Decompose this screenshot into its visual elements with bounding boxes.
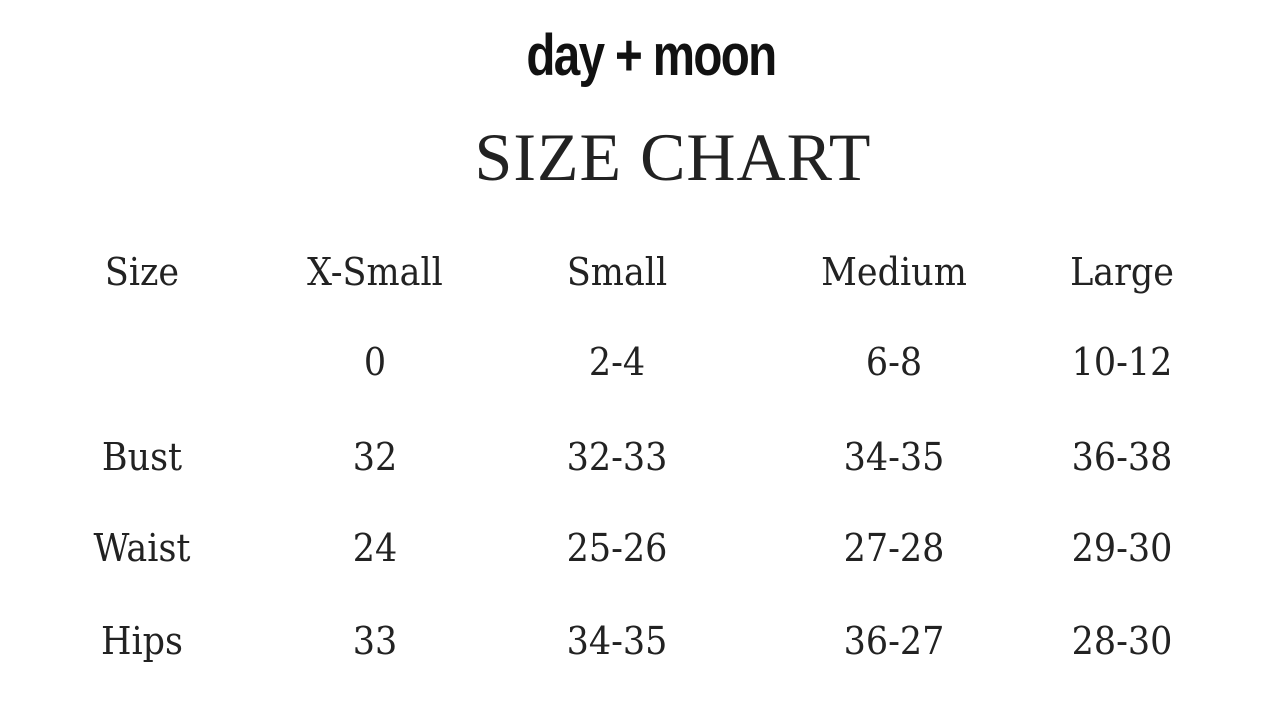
table-cell: 27-28 (843, 526, 945, 570)
table-cell: 2-4 (588, 340, 646, 384)
column-header: Medium (821, 250, 967, 294)
row-label: Bust (101, 435, 183, 479)
table-cell: 36-27 (843, 619, 945, 663)
table-cell: 6-8 (865, 340, 923, 384)
table-cell: 10-12 (1071, 340, 1173, 384)
column-header: X-Small (307, 250, 443, 294)
table-cell: 34-35 (566, 619, 668, 663)
table-cell: 0 (363, 340, 387, 384)
page-title: SIZE CHART (474, 119, 872, 195)
column-header: Large (1070, 250, 1174, 294)
column-header: Size (104, 250, 180, 294)
column-header: Small (566, 250, 668, 294)
table-cell: 24 (352, 526, 398, 570)
table-cell: 32-33 (566, 435, 668, 479)
table-cell: 33 (352, 619, 398, 663)
row-label: Hips (101, 619, 183, 663)
row-label: Waist (93, 526, 191, 570)
table-cell: 29-30 (1071, 526, 1173, 570)
table-cell: 28-30 (1071, 619, 1173, 663)
table-cell: 36-38 (1071, 435, 1173, 479)
table-cell: 32 (352, 435, 398, 479)
brand-logo: day + moon (526, 23, 777, 88)
table-cell: 34-35 (843, 435, 945, 479)
table-cell: 25-26 (566, 526, 668, 570)
